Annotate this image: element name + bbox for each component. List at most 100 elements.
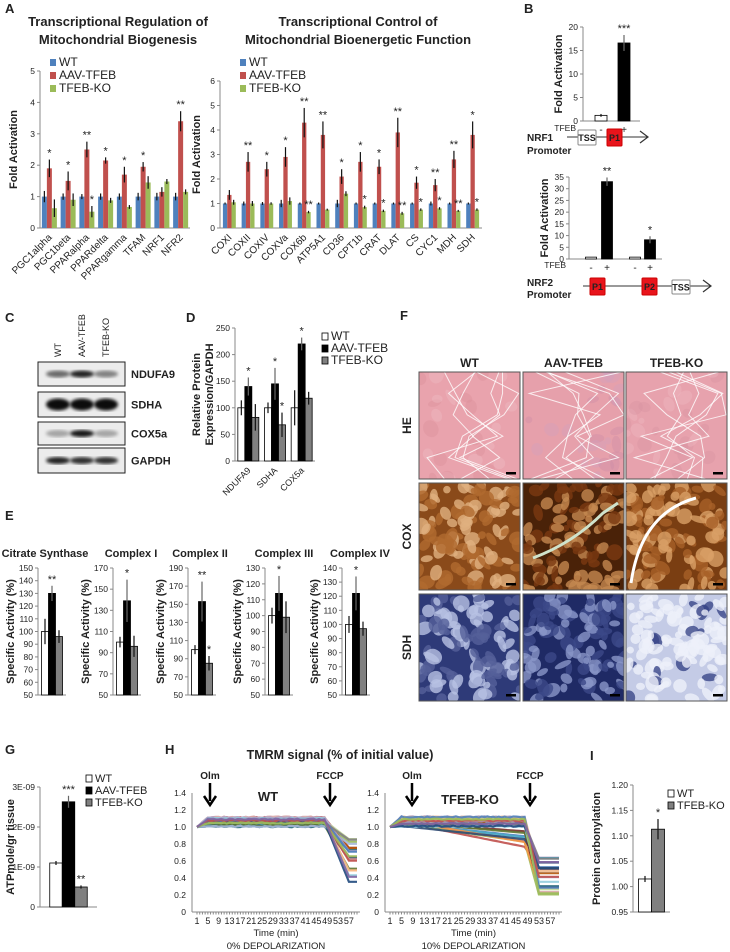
cell: [710, 635, 727, 644]
y-tick-label: 90: [251, 627, 261, 637]
significance-star: *: [122, 155, 127, 167]
cell: [439, 506, 452, 520]
protein-band: [94, 398, 118, 411]
significance-star: **: [83, 130, 92, 142]
cell: [598, 457, 615, 472]
cell: [637, 437, 652, 452]
cell: [714, 674, 724, 685]
cell: [626, 430, 631, 437]
bar-chart-2: 0 5 10 15 20 Fold Activation - *** + TFEB: [553, 22, 640, 136]
y-tick-label: 80: [251, 642, 261, 652]
cell: [561, 423, 573, 437]
cell: [433, 452, 447, 466]
tss-box: [671, 279, 691, 295]
line-chart-11: 00.20.40.60.81.01.21.41 5 9 13 17 21 25 29 33 37 4…: [174, 771, 360, 952]
cell: [652, 450, 661, 464]
protein-band: [70, 398, 94, 411]
cell: [476, 372, 489, 381]
bar: [617, 42, 631, 122]
cell: [643, 553, 661, 564]
legend-swatch: [240, 85, 246, 92]
x-axis-label: Time (min): [253, 928, 298, 939]
y-tick-label: 1.2: [367, 805, 379, 815]
bar: [456, 210, 461, 228]
bar: [362, 207, 367, 228]
x-tick-label: NDUFA9: [221, 465, 253, 497]
y-tick-label: 60: [24, 677, 34, 687]
cell: [660, 677, 672, 688]
cell: [674, 536, 685, 549]
histology-image: [626, 372, 727, 479]
bar: [359, 628, 367, 696]
cell: [485, 651, 497, 666]
fiber-boundary: [443, 372, 518, 479]
cell: [626, 657, 634, 673]
cell: [585, 598, 595, 606]
fiber-boundary: [454, 372, 513, 479]
cell: [663, 396, 675, 412]
cell: [643, 639, 654, 652]
bar: [108, 200, 114, 228]
row-label: HE: [400, 417, 414, 434]
tss-box-label: TSS: [578, 133, 596, 143]
significance-star: *: [419, 196, 424, 208]
y-tick-label: 190: [169, 563, 183, 573]
y-tick-label: 4: [30, 97, 35, 107]
cell: [473, 467, 485, 479]
panel-border: [522, 371, 625, 480]
y-axis-label: Fold Activation: [8, 110, 20, 189]
cell: [576, 581, 592, 590]
significance-star: *: [300, 326, 305, 338]
histology-panel: [522, 593, 625, 702]
cell: [438, 624, 448, 635]
cell: [565, 662, 573, 676]
cell: [703, 570, 715, 578]
cell: [441, 636, 455, 649]
bar: [98, 196, 104, 228]
legend-label: TFEB-KO: [59, 81, 111, 95]
bar: [466, 203, 471, 228]
panel-border: [522, 593, 625, 702]
cell: [646, 694, 658, 701]
cell: [422, 604, 435, 618]
cell: [435, 541, 450, 554]
cell: [627, 408, 638, 421]
cell: [419, 503, 429, 512]
legend-swatch: [667, 801, 675, 810]
cell: [459, 392, 473, 403]
x-tick-label: 37: [290, 916, 300, 926]
y-tick-label: 130: [169, 617, 183, 627]
protein-band: [94, 457, 118, 464]
legend-swatch: [240, 72, 246, 79]
panel-border: [418, 482, 521, 591]
y-tick-label: 110: [169, 636, 183, 646]
panel-border: [418, 593, 521, 702]
cell: [560, 683, 568, 693]
significance-star: *: [381, 198, 386, 210]
cell: [611, 396, 621, 407]
bar: [49, 862, 63, 908]
scale-bar: [610, 583, 620, 586]
cell: [503, 619, 519, 633]
cell: [430, 564, 443, 581]
cell: [610, 570, 624, 579]
histology-panel: [522, 371, 625, 480]
cell: [601, 599, 612, 613]
significance-star: *: [437, 195, 442, 207]
y-tick-label: 2: [30, 160, 35, 170]
p1-box-label: P1: [609, 133, 620, 143]
x-tick-label: COX5a: [278, 465, 306, 493]
y-tick-label: 0: [559, 254, 564, 264]
x-tick-label: 21: [246, 916, 256, 926]
x-tick-label: 9: [216, 916, 221, 926]
cell: [523, 627, 532, 634]
y-tick-label: 250: [216, 323, 230, 333]
significance-star: *: [471, 109, 476, 121]
fiber-boundary: [447, 372, 509, 479]
cell: [476, 632, 490, 641]
significance-star: **: [319, 109, 328, 121]
cell: [682, 549, 692, 559]
cell: [626, 417, 632, 430]
histology-panel: [625, 371, 728, 480]
significance-star: *: [141, 150, 146, 162]
